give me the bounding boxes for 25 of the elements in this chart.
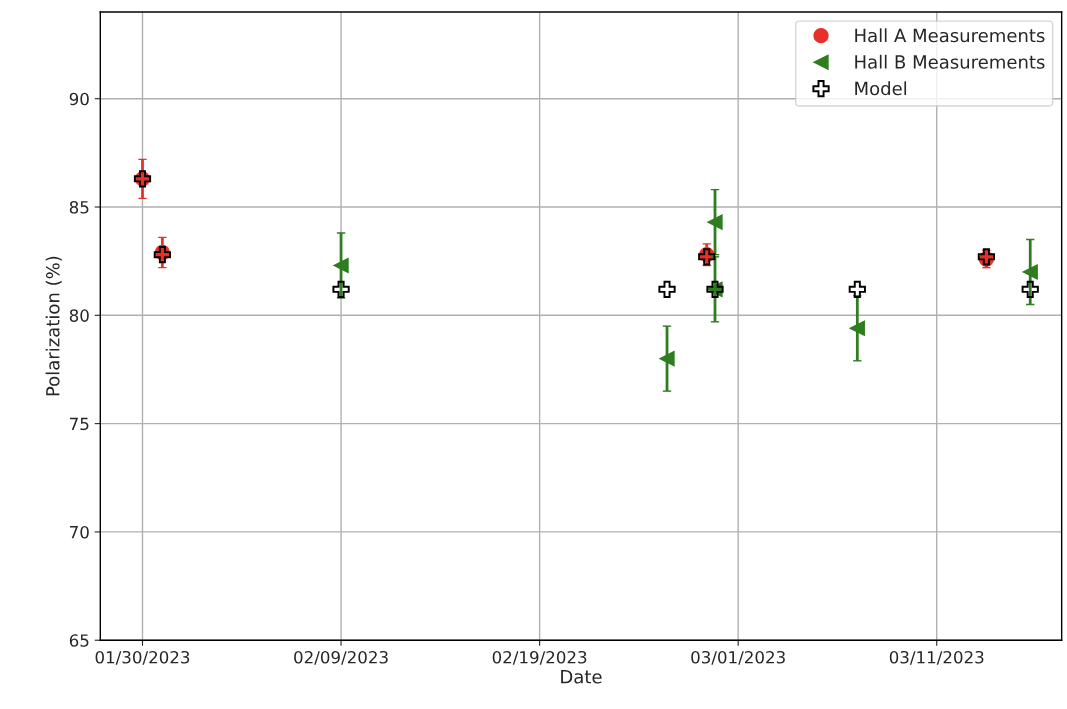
y-tick-label: 85 (69, 200, 89, 214)
y-tick-label: 80 (69, 309, 89, 322)
x-tick-label: 02/09/2023 (294, 650, 388, 665)
y-tick-label: 70 (70, 525, 89, 539)
point (848, 280, 866, 298)
point (707, 214, 723, 230)
x-tick-label: 01/30/2023 (95, 650, 190, 665)
y-tick-label: 75 (70, 417, 89, 431)
x-tick-label: 03/01/2023 (691, 650, 785, 665)
y-tick-label: 90 (69, 92, 89, 106)
x-tick-label: 03/11/2023 (889, 650, 984, 665)
point (658, 280, 676, 298)
point (1022, 264, 1038, 280)
legend-label: Hall B Measurements (855, 54, 1045, 69)
point (333, 257, 349, 274)
legend-label: Model (855, 81, 907, 96)
y-axis-title: Polarization (%) (45, 256, 62, 396)
x-axis-title: Date (561, 670, 602, 684)
point (849, 320, 865, 336)
point (1021, 280, 1039, 298)
x-tick-label: 02/19/2023 (492, 650, 587, 665)
y-tick-label: 65 (69, 634, 89, 647)
legend-label: Hall A Measurements (855, 28, 1045, 43)
point (659, 350, 675, 367)
point (332, 280, 350, 298)
